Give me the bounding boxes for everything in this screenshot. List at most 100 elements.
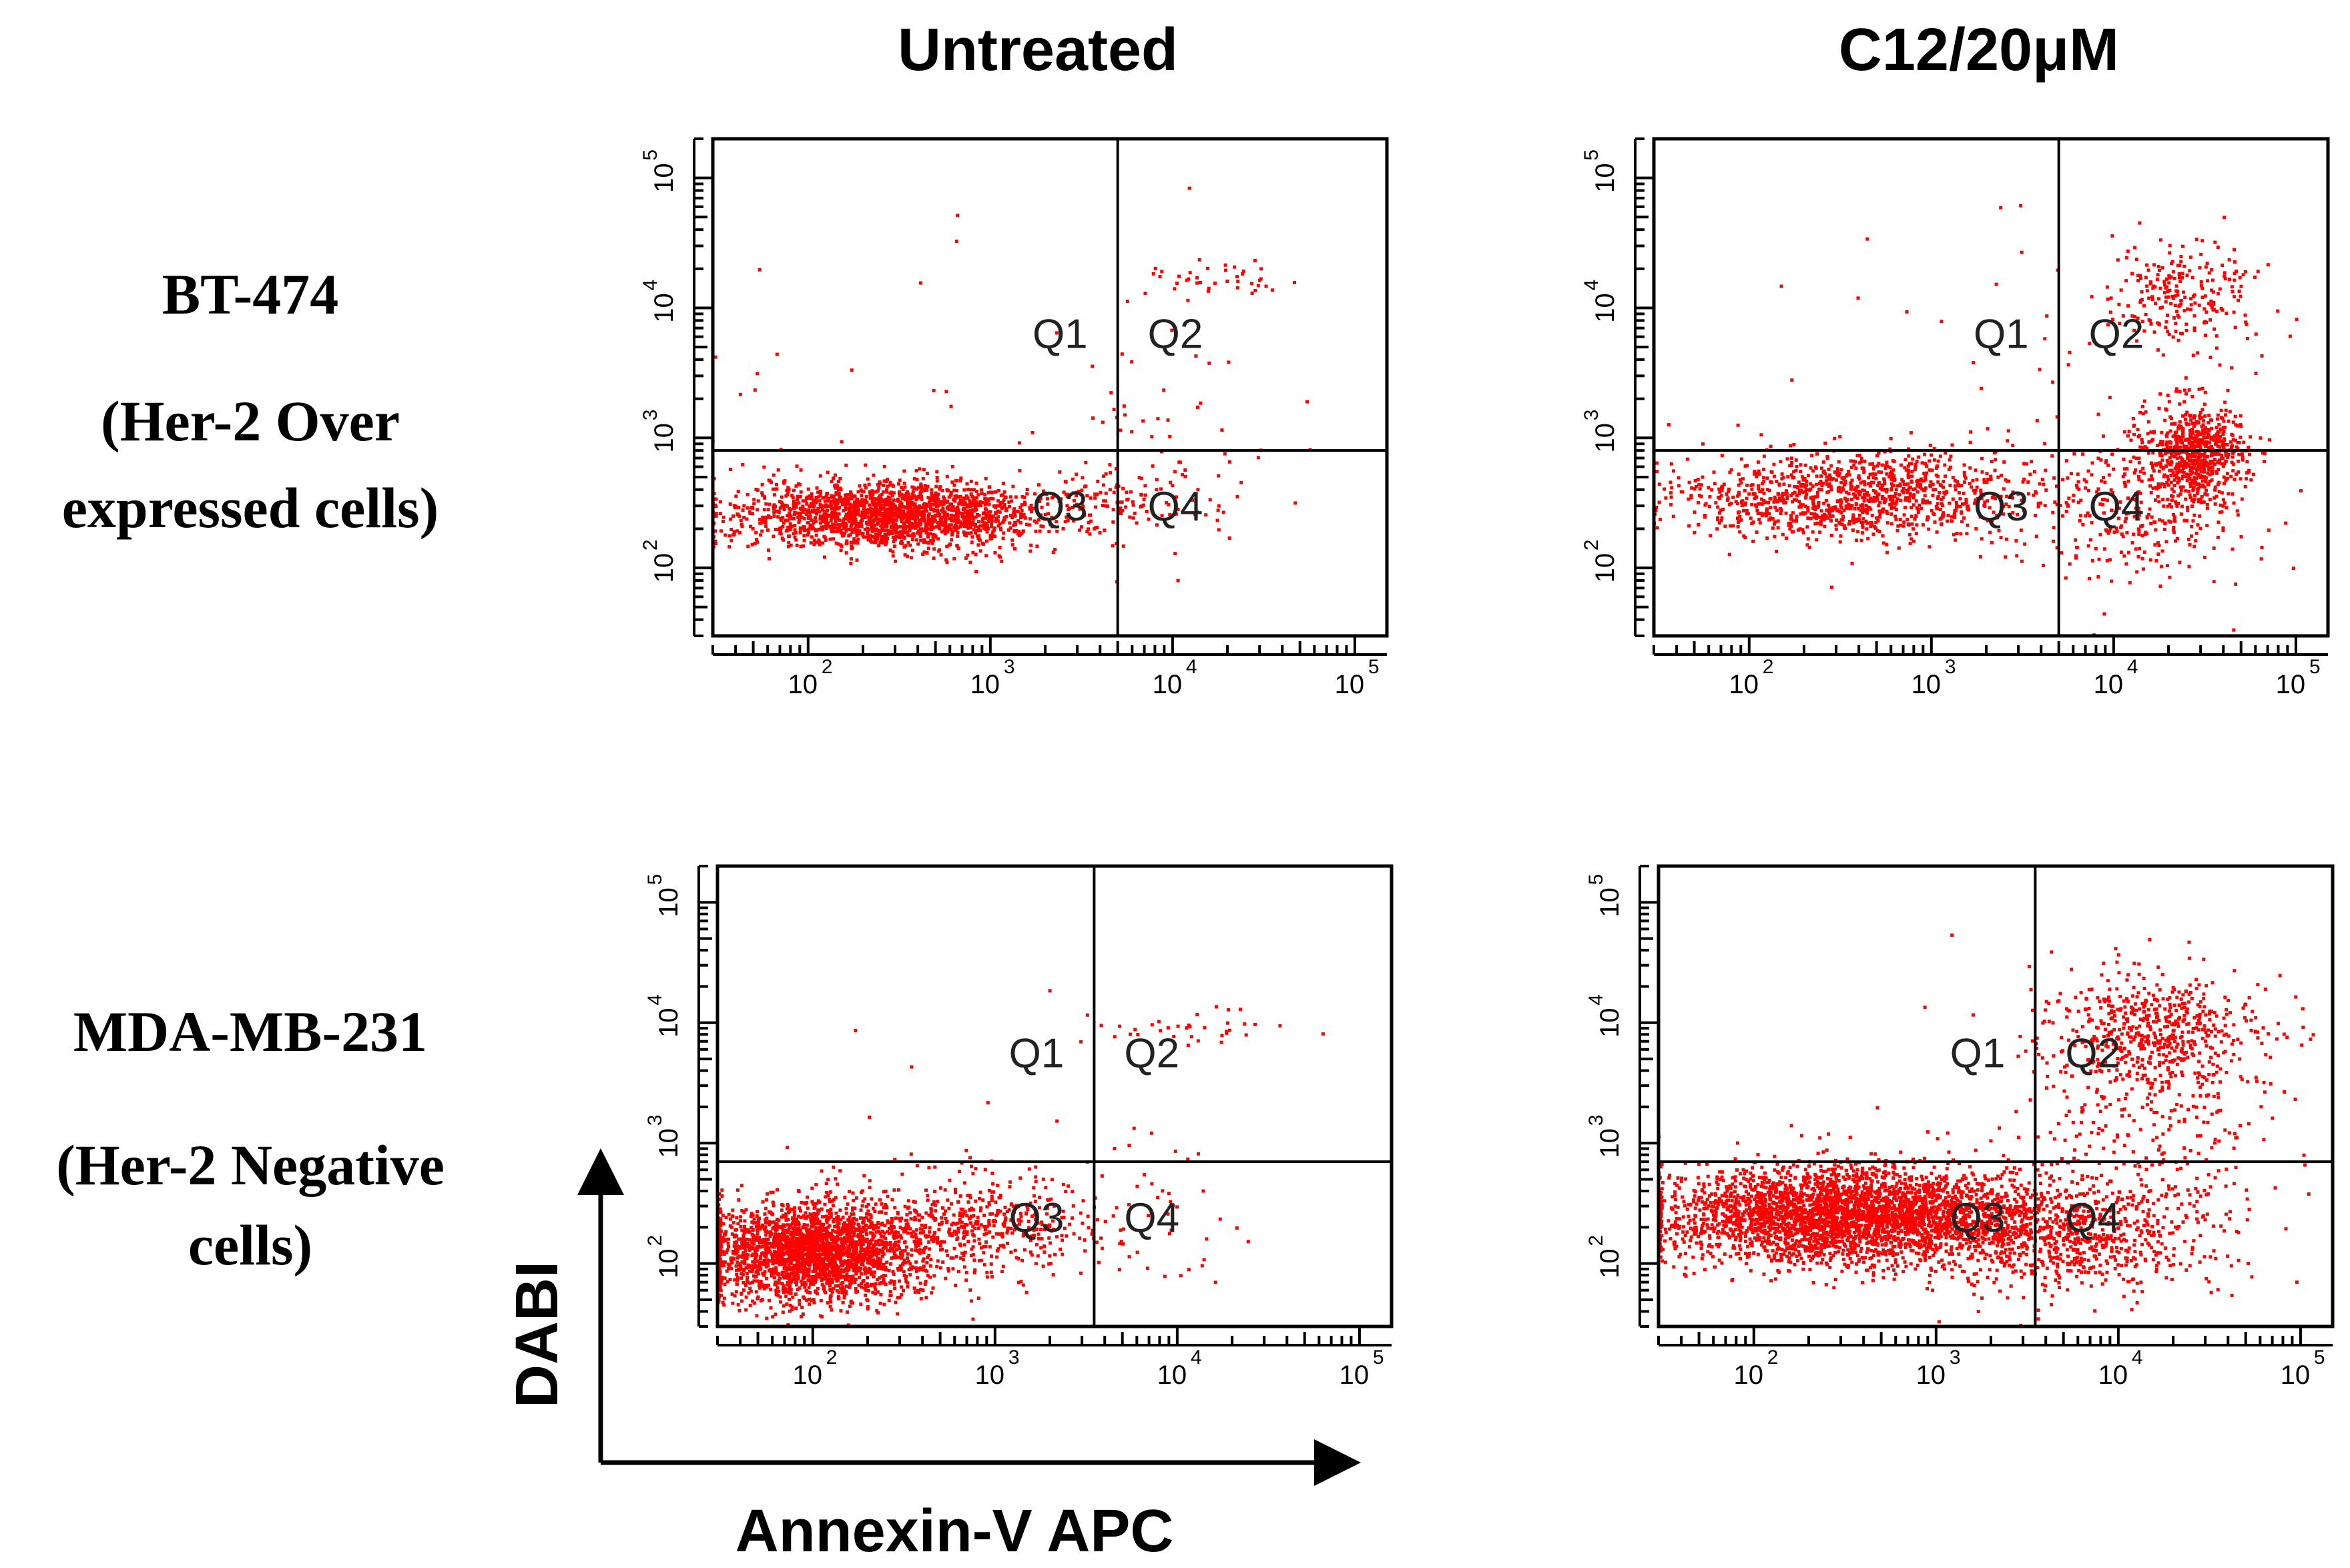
event-dot	[859, 488, 863, 492]
event-dot	[1978, 515, 1982, 519]
event-dot	[965, 503, 969, 507]
event-dot	[2157, 469, 2161, 473]
event-dot	[2225, 442, 2229, 446]
event-dot	[1855, 484, 1859, 488]
event-dot	[1830, 585, 1833, 589]
event-dot	[963, 502, 967, 506]
event-dot	[926, 518, 930, 522]
event-dot	[2118, 500, 2122, 504]
event-dot	[713, 512, 717, 516]
event-dot	[886, 536, 890, 540]
event-dot	[1782, 492, 1786, 496]
event-dot	[773, 487, 777, 491]
event-dot	[745, 517, 749, 521]
event-dot	[1912, 496, 1916, 500]
event-dot	[2174, 284, 2178, 288]
event-dot	[733, 1278, 737, 1282]
event-dot	[2162, 291, 2166, 295]
event-dot	[911, 503, 915, 507]
event-dot	[2181, 435, 2185, 439]
event-dot	[943, 526, 947, 530]
event-dot	[1737, 520, 1741, 524]
event-dot	[763, 496, 767, 500]
event-dot	[812, 505, 816, 508]
event-dot	[2234, 423, 2238, 427]
event-dot	[2137, 478, 2141, 482]
event-dot	[1857, 518, 1861, 522]
event-dot	[1075, 502, 1079, 506]
event-dot	[2094, 546, 2098, 550]
event-dot	[1787, 523, 1791, 527]
event-dot	[1815, 482, 1818, 486]
event-dot	[2221, 462, 2225, 466]
event-dot	[2196, 462, 2200, 466]
event-dot	[882, 506, 886, 510]
event-dot	[985, 524, 989, 528]
event-dot	[2182, 444, 2186, 448]
event-dot	[800, 515, 804, 519]
event-dot	[1863, 482, 1867, 486]
event-dot	[1823, 516, 1827, 520]
event-dot	[866, 508, 870, 512]
event-dot	[1968, 482, 1972, 486]
event-dot	[925, 550, 929, 554]
event-dot	[1851, 492, 1855, 496]
event-dot	[1820, 484, 1824, 488]
event-dot	[2141, 466, 2145, 470]
event-dot	[946, 512, 949, 516]
event-dot	[884, 540, 888, 544]
event-dot	[2162, 280, 2166, 284]
event-dot	[2162, 504, 2166, 508]
event-dot	[977, 520, 980, 524]
event-dot	[1798, 527, 1802, 531]
event-dot	[888, 500, 892, 504]
event-dot	[1928, 443, 1932, 447]
event-dot	[1776, 492, 1780, 496]
event-dot	[1799, 505, 1803, 509]
event-dot	[2132, 315, 2136, 319]
event-dot	[804, 496, 808, 500]
event-dot	[954, 514, 958, 518]
event-dot	[1836, 470, 1840, 474]
event-dot	[908, 543, 912, 547]
event-dot	[820, 525, 824, 529]
event-dot	[862, 513, 865, 517]
event-dot	[1889, 436, 1893, 440]
event-dot	[1677, 484, 1681, 488]
event-dot	[2205, 503, 2209, 506]
event-dot	[791, 496, 795, 500]
event-dot	[2189, 297, 2193, 301]
event-dot	[849, 525, 853, 529]
event-dot	[2245, 322, 2249, 326]
event-dot	[990, 518, 994, 522]
event-dot	[2215, 494, 2219, 498]
event-dot	[2096, 575, 2100, 578]
event-dot	[1964, 476, 1968, 480]
event-dot	[842, 509, 846, 512]
event-dot	[1885, 460, 1889, 464]
event-dot	[1664, 496, 1668, 500]
event-dot	[931, 520, 935, 524]
event-dot	[878, 506, 882, 509]
event-dot	[1721, 486, 1724, 490]
event-dot	[1061, 526, 1065, 530]
event-dot	[929, 517, 932, 521]
event-dot	[794, 505, 798, 509]
event-dot	[1235, 286, 1239, 290]
quadrant-label-q4: Q4	[2089, 484, 2144, 530]
event-dot	[1859, 508, 1863, 512]
event-dot	[1941, 504, 1944, 508]
event-dot	[1779, 508, 1783, 512]
event-dot	[807, 530, 811, 534]
event-dot	[1834, 478, 1838, 482]
event-dot	[2084, 480, 2088, 484]
event-dot	[1143, 484, 1147, 488]
event-dot	[1123, 505, 1127, 509]
event-dot	[2178, 276, 2181, 280]
event-dot	[1888, 447, 1892, 451]
event-dot	[935, 479, 939, 483]
event-dot	[2038, 501, 2042, 505]
event-dot	[1087, 527, 1090, 531]
event-dot	[1095, 492, 1099, 496]
